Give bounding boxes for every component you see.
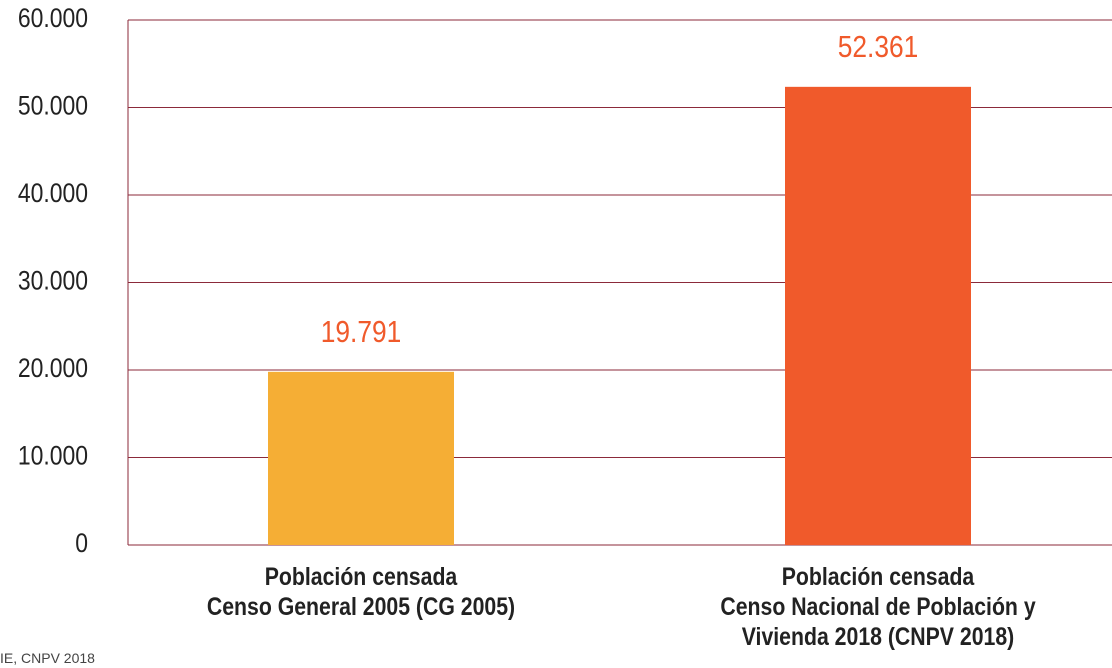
x-tick-label: Población censada Censo General 2005 (CG… <box>206 563 516 621</box>
value-label: 19.791 <box>321 315 402 349</box>
source: IE, CNPV 2018 <box>0 650 95 666</box>
y-tick-label: 20.000 <box>18 353 88 383</box>
value-label: 52.361 <box>838 30 919 64</box>
y-tick-label: 10.000 <box>18 441 88 471</box>
y-tick-label: 60.000 <box>18 3 88 33</box>
y-tick-label: 30.000 <box>18 266 88 296</box>
x-tick-label: Población censada Censo Nacional de Pobl… <box>720 563 1036 651</box>
bar <box>268 371 454 545</box>
y-tick-label: 0 <box>75 528 88 558</box>
bar <box>785 86 971 545</box>
y-tick-label: 40.000 <box>18 178 88 208</box>
y-tick-label: 50.000 <box>18 91 88 121</box>
